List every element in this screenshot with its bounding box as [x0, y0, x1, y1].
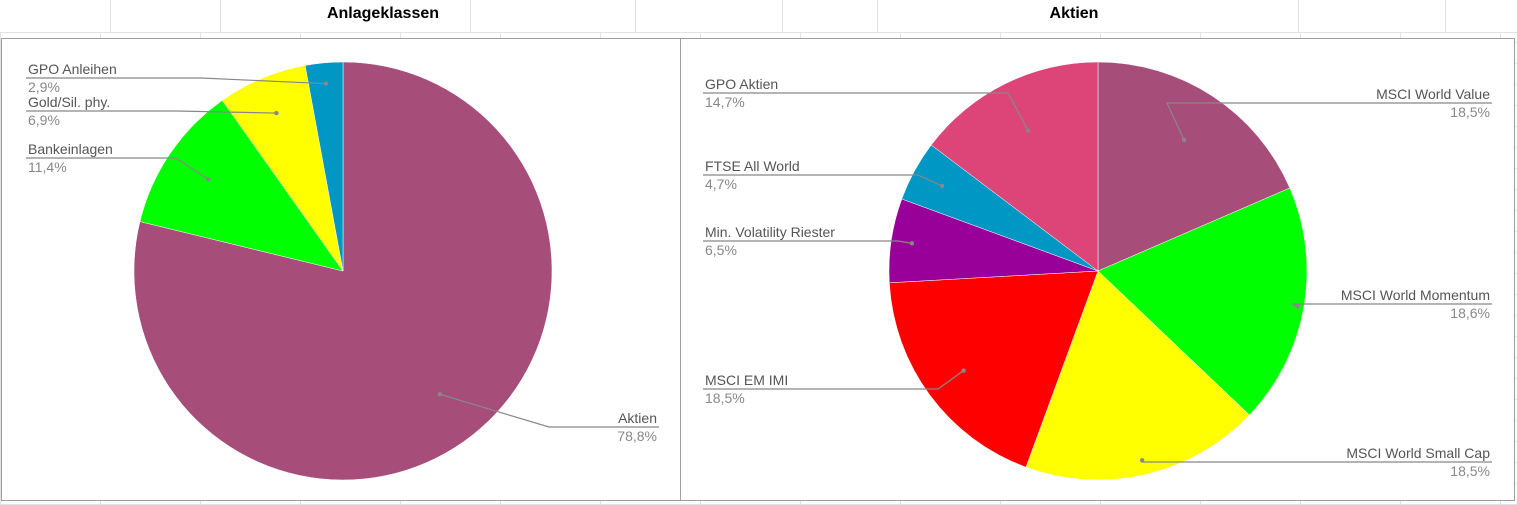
slice-percent: 18,5%: [705, 390, 745, 406]
slice-label: MSCI EM IMI: [705, 372, 788, 388]
leader-line: [26, 110, 277, 114]
pie-slice-aktien[interactable]: [133, 61, 553, 481]
chart-title-anlageklassen: Anlageklassen: [326, 5, 440, 22]
slice-label: Gold/Sil. phy.: [28, 94, 110, 110]
leader-line: [1166, 102, 1492, 141]
pie-chart-anlageklassen[interactable]: Aktien 78,8% Bankeinlagen 11,4% Gold/Sil. ph…: [1, 38, 681, 501]
leader-dot: [939, 183, 945, 189]
leader-dot: [205, 177, 211, 182]
leader-line: [26, 157, 209, 180]
slice-percent: 14,7%: [705, 94, 745, 110]
leader-dot: [274, 110, 279, 116]
chart-title-aktien: Aktien: [1049, 5, 1099, 22]
leader-dot: [1295, 304, 1300, 309]
slice-label: GPO Aktien: [705, 76, 778, 92]
pie-slice-gpo-aktien[interactable]: [930, 61, 1099, 272]
slice-percent: 4,7%: [705, 176, 737, 192]
pie-chart-svg: Aktien 78,8% Bankeinlagen 11,4% Gold/Sil. ph…: [26, 61, 659, 481]
slice-label: FTSE All World: [705, 158, 800, 174]
leader-line: [26, 77, 326, 85]
leader-line: [703, 174, 943, 187]
slice-label: Min. Volatility Riester: [705, 224, 835, 240]
slice-percent: 11,4%: [28, 159, 67, 175]
slice-label: GPO Anleihen: [28, 61, 117, 77]
slice-percent: 78,8%: [617, 428, 657, 444]
slice-label: Bankeinlagen: [28, 141, 113, 157]
pie-chart-aktien[interactable]: MSCI World Value 18,5% MSCI World Momentum…: [680, 38, 1515, 501]
leader-line: [703, 240, 913, 244]
pie-slice-msci-world-small-cap[interactable]: [1025, 270, 1250, 481]
leader-line: [703, 92, 1029, 131]
pie-slice-msci-world-momentum[interactable]: [1097, 187, 1308, 416]
slice-percent: 6,5%: [705, 242, 737, 258]
slice-percent: 2,9%: [28, 79, 60, 95]
leader-dot: [437, 392, 443, 397]
slice-percent: 18,5%: [1450, 104, 1490, 120]
leader-dot: [909, 241, 915, 246]
slice-label: Aktien: [618, 410, 657, 426]
slice-label: MSCI World Momentum: [1341, 287, 1490, 303]
slice-percent: 18,6%: [1450, 305, 1490, 321]
pie-slice-msci-em-imi[interactable]: [889, 270, 1099, 468]
slice-label: MSCI World Small Cap: [1346, 445, 1490, 461]
pie-chart-svg: MSCI World Value 18,5% MSCI World Momentum…: [703, 61, 1492, 481]
pie-slice-bankeinlagen[interactable]: [139, 100, 344, 272]
leader-dot: [1025, 128, 1031, 133]
slice-percent: 18,5%: [1450, 463, 1490, 479]
leader-line: [439, 393, 659, 428]
leader-dot: [961, 368, 966, 373]
leader-dot: [323, 81, 329, 86]
pie-slice-msci-world-value[interactable]: [1097, 61, 1291, 272]
leader-dot: [1139, 458, 1145, 463]
title-row: Anlageklassen Aktien: [0, 0, 1517, 33]
leader-line: [703, 370, 965, 390]
leader-dot: [1181, 137, 1187, 143]
slice-percent: 6,9%: [28, 112, 60, 128]
pie-slice-gpo-anleihen[interactable]: [304, 61, 344, 272]
slice-label: MSCI World Value: [1376, 86, 1490, 102]
